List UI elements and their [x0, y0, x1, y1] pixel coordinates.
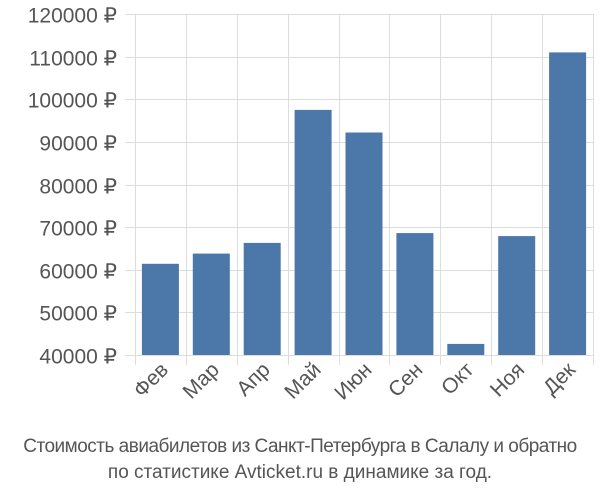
chart-caption-line-1: Стоимость авиабилетов из Санкт-Петербург… [23, 436, 577, 457]
x-tick-label: Сен [384, 358, 427, 401]
x-tick-label: Дек [539, 358, 581, 400]
y-tick-label: 70000 ₽ [39, 218, 117, 241]
bar-7 [447, 343, 485, 355]
bar-8 [498, 236, 536, 355]
bar-5 [345, 132, 383, 355]
y-tick-label: 80000 ₽ [39, 176, 117, 199]
y-tick-label: 120000 ₽ [28, 5, 117, 28]
bar-3 [243, 242, 281, 355]
x-tick-label: Мар [179, 358, 224, 403]
bar-9 [549, 52, 587, 356]
y-tick-label: 90000 ₽ [39, 133, 117, 156]
x-tick-label: Май [280, 358, 325, 403]
y-tick-label: 110000 ₽ [29, 48, 117, 71]
x-tick-label: Ноя [486, 358, 529, 401]
y-tick-label: 50000 ₽ [39, 303, 117, 326]
bar-2 [192, 253, 230, 355]
y-tick-label: 100000 ₽ [28, 90, 117, 113]
y-tick-label: 40000 ₽ [39, 346, 117, 369]
x-tick-label: Апр [232, 358, 274, 400]
x-tick-label: Окт [437, 358, 479, 400]
bar-6 [396, 233, 434, 355]
chart-caption-line-2: по статистике Avticket.ru в динамике за … [107, 462, 493, 483]
x-tick-label: Июн [330, 358, 376, 404]
bar-4 [294, 109, 332, 356]
bar-1 [141, 263, 179, 355]
y-tick-label: 60000 ₽ [39, 261, 117, 284]
